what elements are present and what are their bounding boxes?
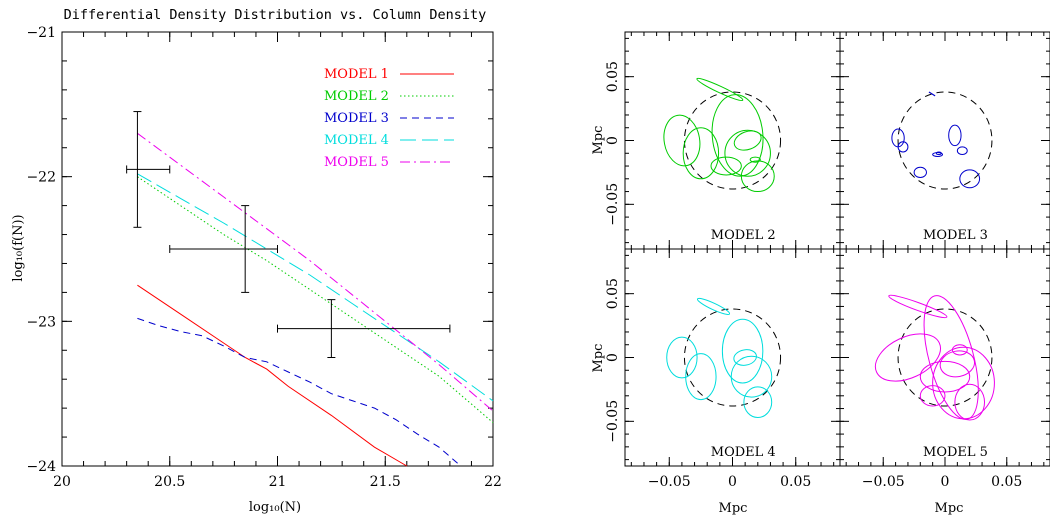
cloud-ellipse: [935, 151, 942, 156]
panel-x-tick-label: 0.05: [780, 474, 811, 490]
reference-circle: [897, 91, 993, 190]
cloud-ellipse: [733, 349, 757, 366]
x-tick-label: 22: [484, 474, 502, 490]
series-line-model-1: [137, 284, 408, 467]
y-axis-label: log₁₀(f(N)): [11, 214, 26, 281]
right-y-axis-label-2: Mpc: [591, 344, 606, 373]
cloud-ellipse: [948, 124, 962, 147]
cloud-ellipse: [740, 160, 775, 193]
legend-label-model-4: MODEL 4: [324, 133, 389, 148]
reference-circle: [897, 308, 993, 407]
y-tick-label: −22: [26, 170, 56, 186]
panel-x-tick-label: 0.05: [991, 474, 1022, 490]
panel-y-tick-label: 0.05: [605, 61, 621, 92]
panel-label: MODEL 4: [711, 445, 776, 460]
right-y-axis-label-1: Mpc: [591, 126, 606, 155]
panel-model-4: 0.05 0 −0.05 −0.05 0 0.05 MODEL 4: [605, 248, 841, 490]
cloud-ellipse: [663, 114, 701, 167]
cloud-ellipse: [913, 166, 927, 179]
legend-label-model-5: MODEL 5: [324, 155, 389, 170]
x-axis-label: log₁₀(N): [249, 500, 301, 515]
x-tick-label: 20.5: [154, 474, 185, 490]
panel-frame: [839, 248, 1050, 467]
series-line-model-2: [137, 176, 494, 423]
panel-label: MODEL 2: [711, 228, 776, 243]
y-tick-label: −24: [26, 459, 56, 475]
panel-x-tick-label: 0: [728, 474, 737, 490]
cloud-ellipse: [749, 156, 761, 163]
cloud-ellipse: [696, 77, 744, 102]
cloud-ellipse: [711, 94, 764, 177]
cloud-segment: [928, 91, 936, 97]
cloud-ellipse: [685, 353, 717, 401]
legend-label-model-1: MODEL 1: [324, 67, 389, 82]
panel-model-2: 0.05 0 −0.05 MODEL 2: [605, 31, 841, 250]
legend-label-model-3: MODEL 3: [324, 111, 389, 126]
right-x-axis-label-2: Mpc: [935, 501, 964, 516]
x-tick-label: 21.5: [370, 474, 401, 490]
cloud-ellipse: [919, 385, 946, 407]
reference-circle: [683, 308, 782, 407]
panel-y-tick-label: −0.05: [605, 400, 621, 443]
panel-y-tick-label: 0: [605, 353, 621, 362]
y-tick-label: −21: [26, 25, 56, 41]
series-line-model-4: [137, 173, 494, 402]
cloud-ellipse: [696, 297, 731, 315]
x-tick-label: 20: [53, 474, 71, 490]
panel-y-tick-label: −0.05: [605, 183, 621, 226]
right-x-axis-label-1: Mpc: [719, 501, 748, 516]
x-tick-label: 21: [269, 474, 287, 490]
cloud-ellipse: [888, 294, 948, 319]
panel-y-tick-label: 0.05: [605, 278, 621, 309]
panel-label: MODEL 3: [923, 228, 988, 243]
panel-y-tick-label: 0: [605, 136, 621, 145]
panel-model-3: MODEL 3: [839, 31, 1050, 250]
panel-x-tick-label: 0: [941, 474, 950, 490]
cloud-ellipse: [897, 141, 909, 153]
cloud-ellipse: [721, 318, 764, 384]
cloud-ellipse: [959, 169, 981, 189]
panel-label: MODEL 5: [923, 445, 988, 460]
cloud-ellipse: [939, 350, 976, 378]
left-plot-layer: 20 20.5 21 21.5 22 −21 −22 −23 −24 MODEL 1 MODEL 2…: [26, 25, 501, 490]
cloud-ellipse: [724, 129, 771, 177]
cloud-ellipse: [710, 156, 742, 176]
cloud-ellipse: [743, 386, 773, 418]
panel-x-tick-label: −0.05: [862, 474, 905, 490]
cloud-ellipse: [954, 383, 986, 421]
chart-title: Differential Density Distribution vs. Co…: [64, 7, 487, 23]
cloud-ellipse: [733, 130, 762, 151]
reference-circle: [683, 91, 782, 190]
cloud-ellipse: [932, 152, 944, 157]
cloud-ellipse: [923, 295, 979, 420]
cloud-ellipse: [951, 344, 968, 356]
legend-label-model-2: MODEL 2: [324, 89, 389, 104]
cloud-ellipse: [666, 336, 698, 379]
panel-frame: [839, 31, 1050, 250]
y-tick-label: −23: [26, 314, 56, 330]
panel-x-tick-label: −0.05: [648, 474, 691, 490]
panel-frame: [624, 31, 841, 250]
cloud-ellipse: [874, 333, 941, 382]
cloud-ellipse: [682, 127, 720, 180]
series-line-model-3: [137, 317, 462, 467]
panel-frame: [624, 248, 841, 467]
cloud-ellipse: [919, 360, 971, 393]
cloud-ellipse: [730, 355, 773, 398]
cloud-ellipse: [956, 146, 968, 156]
series-line-model-5: [137, 132, 494, 412]
